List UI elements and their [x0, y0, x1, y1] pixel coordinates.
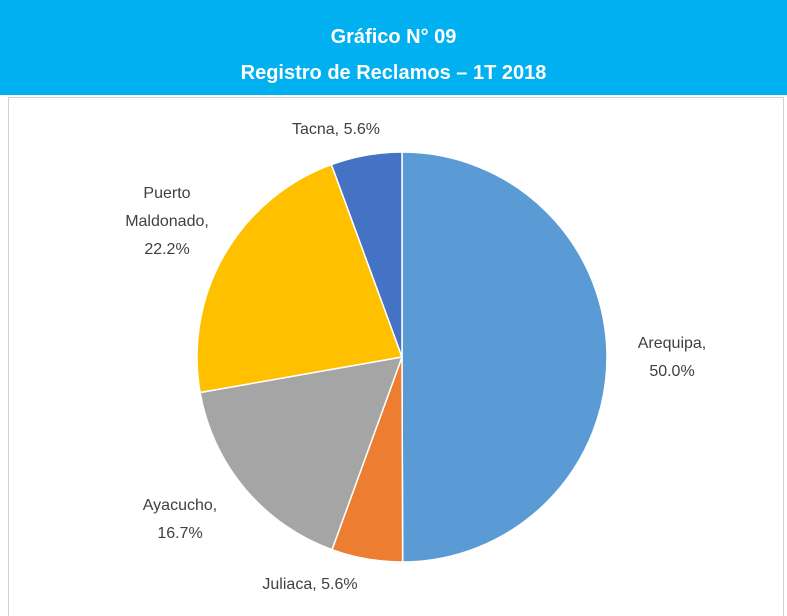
category-label: Arequipa	[637, 335, 702, 352]
data-label: Puerto Maldonado, 22.2%	[125, 185, 209, 258]
category-label: Tacna	[291, 121, 335, 138]
value-label: 5.6%	[321, 576, 358, 593]
pie-slice	[199, 356, 404, 551]
value-label: 16.7%	[157, 525, 203, 542]
chart-frame	[8, 97, 784, 616]
chart-subtitle: Registro de Reclamos – 1T 2018	[240, 62, 547, 84]
category-label: Ayacucho	[142, 497, 213, 514]
category-label: Puerto Maldonado	[125, 185, 205, 230]
data-label: Tacna, 5.6%	[291, 121, 381, 138]
pie-slice	[330, 151, 403, 358]
pie-slice	[196, 163, 404, 394]
value-label: 50.0%	[649, 363, 695, 380]
pie-slice	[401, 151, 608, 563]
data-label: Juliaca, 5.6%	[262, 576, 358, 593]
data-label: Ayacucho, 16.7%	[142, 497, 218, 542]
chart-title: Gráfico N° 09	[330, 26, 457, 48]
value-label: 5.6%	[343, 121, 381, 138]
data-label: Arequipa, 50.0%	[637, 335, 707, 380]
category-label: Juliaca	[262, 576, 313, 593]
value-label: 22.2%	[144, 241, 190, 258]
header: Gráfico N° 09 Registro de Reclamos – 1T …	[0, 0, 787, 95]
